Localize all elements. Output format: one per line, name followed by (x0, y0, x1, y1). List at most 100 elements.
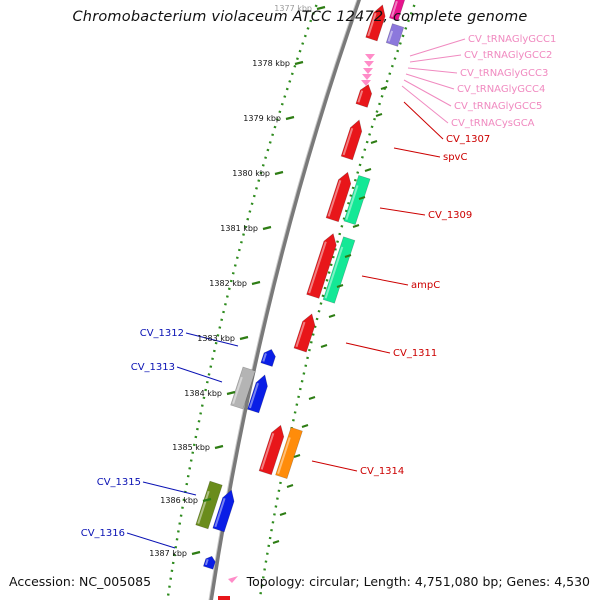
ruler-tick-label: 1384 kbp (184, 389, 222, 398)
trna-marker (363, 68, 373, 74)
accession-text: Accession: NC_005085 (9, 574, 152, 589)
outer-ring-tick (301, 424, 309, 428)
inner-dotted-arc (166, 0, 320, 600)
label-leader-line (403, 79, 452, 107)
label-leader-line (393, 147, 441, 158)
label-leader-line (142, 481, 197, 496)
ruler-tick (202, 497, 212, 503)
hit-ring-olive-body (195, 480, 223, 530)
outer-ring-tick (279, 512, 287, 516)
cds-1312-arrow (260, 349, 276, 367)
label-leader-line (409, 54, 462, 63)
gene-label-cv-1309: CV_1309 (428, 210, 472, 221)
ruler-tick (316, 5, 326, 11)
cds-1315-arrow-shine (214, 497, 226, 528)
trna-marker (364, 61, 374, 67)
cds-1309-arrow-shine (327, 180, 342, 217)
gene-label-spvc: spvC (443, 152, 467, 163)
cds-1316-arrow-body (203, 555, 216, 570)
cds-1314-arrow-shine (260, 433, 275, 470)
cds-1311-arrow-shine (295, 321, 306, 348)
ruler-tick-label: 1380 kbp (232, 169, 270, 178)
label-leader-line (379, 207, 426, 216)
hit-ring-grey-shine (232, 376, 243, 405)
gene-label-cv-1311: CV_1311 (393, 348, 437, 359)
ruler-tick-label: 1381 kbp (220, 224, 258, 233)
hit-ring-olive (195, 480, 223, 530)
gene-label-cv-trnaglygcc5: CV_tRNAGlyGCC5 (454, 101, 542, 112)
outer-ring-tick (320, 344, 328, 348)
label-leader-line (345, 342, 391, 354)
outer-ring-tick (370, 140, 378, 144)
hit-ring-green-1-body (343, 174, 371, 226)
cds-1311-arrow-body (293, 313, 316, 353)
label-leader-line (361, 275, 409, 286)
cds-1315-arrow (212, 489, 235, 533)
gene-label-cv-1314: CV_1314 (360, 466, 404, 477)
cds-1313-arrow (247, 374, 268, 414)
ruler-tick (251, 280, 261, 286)
outer-ring-tick (364, 168, 372, 172)
ruler-tick (262, 225, 272, 231)
gene-label-ampc: ampC (411, 280, 440, 291)
cds-1314-arrow (258, 424, 285, 476)
hit-ring-green-2-body (322, 236, 356, 304)
outer-ring-tick (344, 254, 352, 258)
cds-1313-arrow-body (247, 374, 268, 414)
gene-label-cv-1316: CV_1316 (81, 528, 125, 539)
outer-dotted-arc (258, 0, 418, 600)
ruler-tick (285, 115, 295, 121)
cds-spvc-arrow-shine (342, 127, 354, 156)
hit-ring-purple-body (385, 23, 405, 47)
hit-ring-green-1 (343, 174, 371, 226)
gene-label-cv-1313: CV_1313 (131, 362, 175, 373)
hit-ring-green-1-shine (345, 185, 359, 220)
cds-1309-arrow-body (325, 171, 352, 223)
gene-label-cv-trnacysgca: CV_tRNACysGCA (451, 118, 535, 129)
trna-marker (361, 80, 371, 86)
ruler-tick-label: 1377 kbp (274, 4, 312, 13)
label-leader-line (176, 366, 223, 383)
outer-ring-tick (375, 113, 383, 117)
gene-label-cv-trnaglygcc2: CV_tRNAGlyGCC2 (464, 50, 552, 61)
ruler-tick (214, 444, 224, 450)
cds-1307-arrow-shine (357, 90, 364, 103)
cds-1316-arrow-shine (204, 559, 209, 566)
cds-1311-arrow (293, 313, 316, 353)
label-leader-line (126, 532, 176, 549)
ruler-tick (226, 390, 236, 396)
hit-ring-purple-shine (387, 30, 394, 42)
cds-1313-arrow-shine (248, 382, 259, 409)
hit-ring-green-2 (322, 236, 356, 304)
hit-ring-orange-shine (277, 437, 291, 474)
topology-text: Topology: circular; Length: 4,751,080 bp… (246, 574, 590, 589)
cds-ampc-arrow-shine (308, 241, 327, 294)
ruler-tick (191, 550, 201, 556)
map-title: Chromobacterium violaceum ATCC 12472, co… (72, 9, 528, 25)
ruler-tick-label: 1383 kbp (197, 334, 235, 343)
label-leader-line (401, 85, 449, 124)
cds-1307-arrow-body (355, 84, 373, 108)
cds-magenta-top-body (389, 0, 407, 22)
hit-ring-orange-body (275, 426, 303, 480)
cds-1312-arrow-body (260, 349, 276, 367)
cds-spvc-arrow (340, 119, 363, 161)
gene-label-cv-trnaglygcc1: CV_tRNAGlyGCC1 (468, 34, 556, 45)
ruler-tick (239, 335, 249, 341)
gene-label-cv-1312: CV_1312 (140, 328, 184, 339)
cds-magenta-top-shine (390, 0, 398, 17)
label-leader-line (405, 73, 455, 90)
label-leader-line (403, 101, 444, 140)
label-leader-line (407, 67, 458, 74)
trna-marker (365, 54, 375, 60)
outer-ring-tick (358, 196, 366, 200)
hit-ring-purple (385, 23, 405, 47)
hit-ring-orange (275, 426, 303, 480)
label-leader-line (409, 38, 466, 57)
cds-bottom-red (218, 596, 230, 600)
outer-ring-tick (336, 284, 344, 288)
cds-spvc-arrow-body (340, 119, 363, 161)
hit-ring-green-2-shine (324, 246, 344, 299)
